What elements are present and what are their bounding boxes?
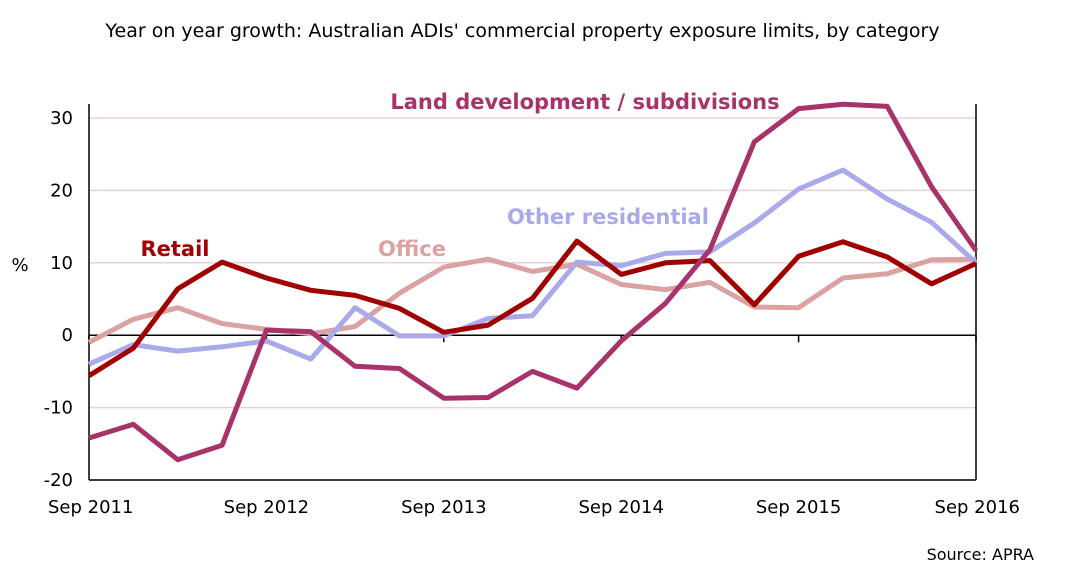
x-tick-label: Sep 2015	[756, 497, 841, 518]
series-line-other-residential	[87, 167, 978, 367]
labels: -20 -10 0 10 20 30% Sep 2011 Sep 2012 Sep 2013 Se…	[11, 90, 1020, 518]
x-tick-label: Sep 2014	[578, 497, 663, 518]
series-label-land-development-subdivisions: Land development / subdivisions	[390, 90, 779, 114]
x-tick-label: Sep 2012	[224, 497, 309, 518]
series-label-other-residential: Other residential	[507, 205, 709, 229]
series-label-office: Office	[378, 237, 446, 261]
source-note: Source: APRA	[926, 545, 1034, 564]
x-tick-label: Sep 2013	[401, 497, 486, 518]
series-lines	[87, 101, 979, 463]
y-tick-label: 0	[62, 325, 73, 346]
series-line-land-development-subdivisions	[88, 101, 979, 463]
series-line-retail	[87, 238, 978, 378]
y-tick-label: -20	[44, 470, 73, 491]
chart-title: Year on year growth: Australian ADIs' co…	[105, 20, 940, 42]
y-tick-label: 30	[50, 108, 73, 129]
y-axis-label: %	[11, 255, 28, 276]
axes	[88, 104, 977, 481]
x-tick-label: Sep 2016	[935, 497, 1020, 518]
y-tick-label: -10	[44, 398, 73, 419]
y-tick-label: 20	[50, 180, 73, 201]
series-line-office	[87, 256, 977, 345]
y-tick-label: 10	[50, 253, 73, 274]
series-label-retail: Retail	[140, 237, 209, 261]
x-tick-label: Sep 2011	[48, 497, 133, 518]
